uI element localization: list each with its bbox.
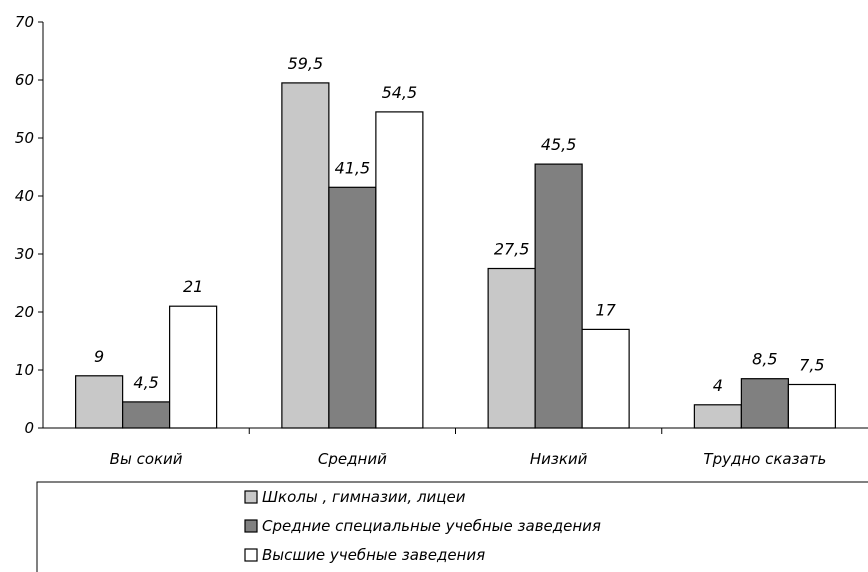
bar-value-label: 4 [713,376,723,395]
x-category-label: Трудно сказать [703,450,826,468]
bar [534,163,583,429]
legend-frame [36,481,868,572]
legend-entry-label: Средние специальные учебные заведения [262,517,601,535]
bar [375,111,424,429]
legend-swatch [244,490,258,504]
bar-value-label: 21 [183,277,203,296]
y-tick-label: 10 [15,361,34,379]
y-tick-label: 50 [15,129,34,147]
x-category-label: Вы сокий [110,450,183,468]
x-category-label: Низкий [530,450,588,468]
data-labels: 9 59,5 27,5 4 4,5 41,5 45,5 8,5 21 54,5 17 7,5 [94,54,825,395]
y-tick-label: 60 [15,71,34,89]
bars [75,82,836,429]
y-tick-label: 70 [15,13,34,31]
y-tick-label: 0 [24,419,34,437]
bar [693,404,742,429]
bar [581,328,630,429]
bar [328,186,377,429]
bar-value-label: 59,5 [288,54,324,73]
bar-value-label: 9 [94,347,104,366]
legend-entry-label: Высшие учебные заведения [262,546,485,564]
bar [740,378,789,429]
x-category-label: Средний [318,450,387,468]
bar [787,383,836,429]
bar [487,267,536,429]
bar-value-label: 41,5 [335,158,371,177]
bar-value-label: 27,5 [494,240,530,259]
bar [75,375,124,429]
bar-value-label: 17 [595,300,616,319]
bar-value-label: 7,5 [799,356,824,375]
legend: Школы , гимназии, лицеи Средние специальн… [36,481,868,572]
bar-value-label: 8,5 [752,350,777,369]
axes: 0 10 20 30 40 50 60 70 Вы сокий Средний Низкий Труд… [15,13,868,468]
bar [281,82,330,429]
y-tick-label: 20 [15,303,34,321]
bar [169,305,218,429]
legend-entry-label: Школы , гимназии, лицеи [262,488,466,506]
y-tick-label: 40 [15,187,34,205]
legend-swatch [244,548,258,562]
bar-value-label: 54,5 [382,83,418,102]
bar-value-label: 45,5 [541,135,577,154]
bar-value-label: 4,5 [133,373,158,392]
bar [122,401,171,429]
y-tick-label: 30 [15,245,34,263]
legend-swatch [244,519,258,533]
